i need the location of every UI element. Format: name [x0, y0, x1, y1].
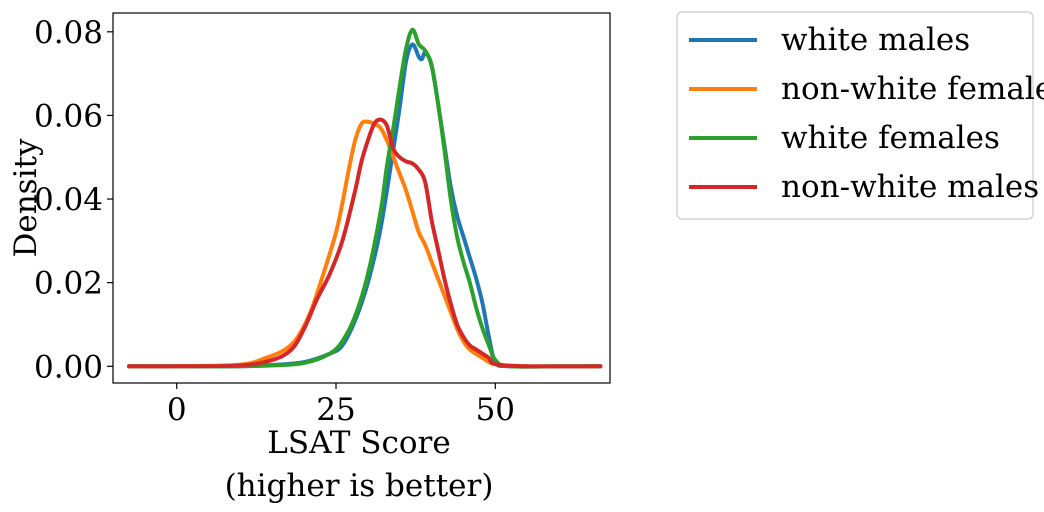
legend-label-white-females: white females	[781, 120, 1000, 156]
y-axis-label: Density	[8, 138, 44, 257]
legend-label-white-males: white males	[781, 22, 970, 58]
legend-label-non-white-females: non-white females	[781, 71, 1044, 107]
y-tick-label: 0.06	[34, 98, 103, 134]
x-tick-label: 0	[167, 392, 187, 428]
plot-frame	[112, 12, 611, 384]
y-tick-label: 0.02	[34, 266, 103, 302]
x-tick-label: 25	[316, 392, 355, 428]
x-tick-label: 50	[476, 392, 515, 428]
x-axis-label-line-2: (higher is better)	[225, 468, 494, 504]
series-line-non-white-males	[126, 117, 603, 369]
legend-frame	[676, 11, 1034, 220]
series-line-white-females	[126, 27, 603, 369]
series-line-non-white-females	[126, 119, 603, 369]
series-line-white-males	[126, 42, 603, 369]
y-tick-label: 0.08	[34, 15, 103, 51]
y-tick-label: 0.04	[34, 182, 103, 218]
legend: white males non-white females white female…	[676, 11, 1044, 220]
x-axis-label-line-1: LSAT Score	[267, 425, 450, 461]
legend-label-non-white-males: non-white males	[781, 169, 1039, 205]
y-tick-label: 0.00	[34, 349, 103, 385]
